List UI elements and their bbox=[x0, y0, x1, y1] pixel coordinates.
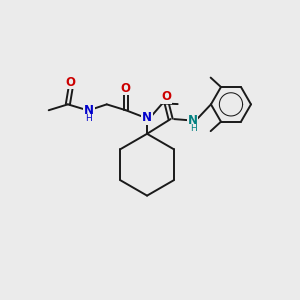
Text: O: O bbox=[66, 76, 76, 89]
Text: N: N bbox=[84, 104, 94, 117]
Text: H: H bbox=[190, 124, 197, 133]
Text: N: N bbox=[142, 111, 152, 124]
Text: O: O bbox=[161, 90, 171, 103]
Text: H: H bbox=[85, 114, 92, 123]
Text: O: O bbox=[121, 82, 131, 95]
Text: N: N bbox=[188, 114, 198, 127]
